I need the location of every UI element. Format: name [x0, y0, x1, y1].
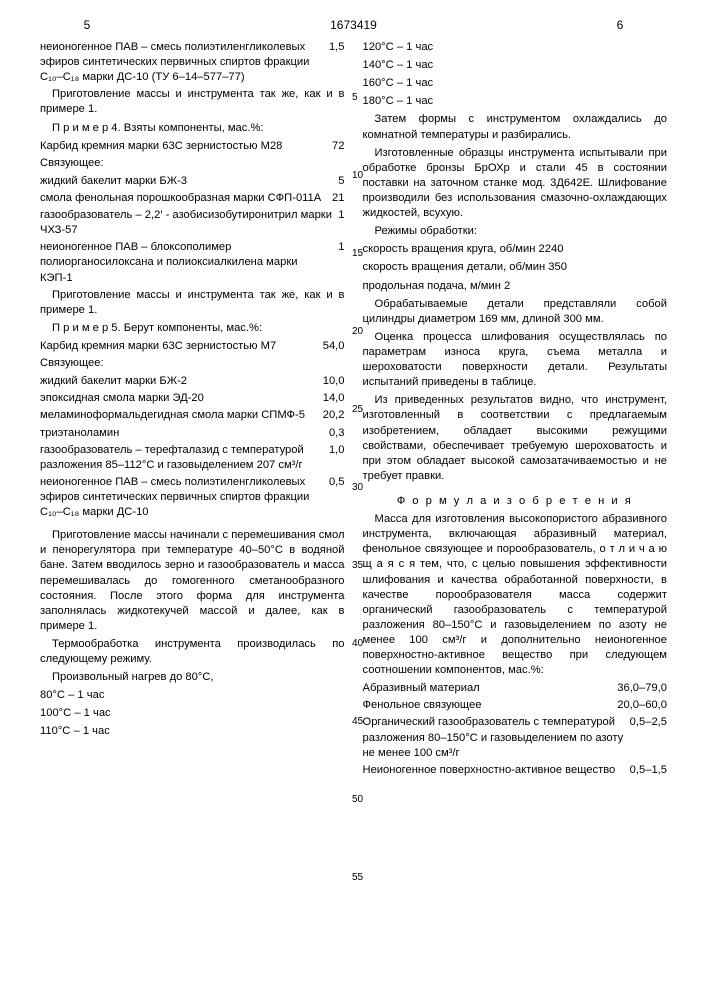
paragraph: Режимы обработки:	[363, 224, 668, 239]
component-label: неионогенное ПАВ – блоксополимер полиорг…	[40, 240, 338, 285]
component-row: Карбид кремния марки 63С зернистостью М7…	[40, 339, 345, 354]
claim-value: 0,5–2,5	[630, 715, 667, 760]
page-number-right: 6	[573, 18, 667, 32]
claim-value: 0,5–1,5	[630, 763, 667, 778]
mode-line: скорость вращения круга, об/мин 2240	[363, 242, 668, 257]
component-row: газообразователь – терефталазид с темпер…	[40, 443, 345, 473]
component-label: меламиноформальдегидная смола марки СПМФ…	[40, 408, 323, 423]
claim-label: Фенольное связующее	[363, 698, 618, 713]
paragraph: Произвольный нагрев до 80°С,	[40, 670, 345, 685]
paragraph: Приготовление массы начинали с перемешив…	[40, 528, 345, 634]
component-row: меламиноформальдегидная смола марки СПМФ…	[40, 408, 345, 423]
component-label: Связующее:	[40, 356, 345, 371]
paragraph: Затем формы с инструментом охлаждались д…	[363, 112, 668, 142]
component-value: 20,2	[323, 408, 345, 423]
page: 5 1673419 6 неионогенное ПАВ – смесь пол…	[0, 0, 707, 1000]
component-value: 14,0	[323, 391, 345, 406]
claim-row: Неионогенное поверхностно-активное вещес…	[363, 763, 668, 778]
component-label: Связующее:	[40, 156, 345, 171]
page-number-left: 5	[40, 18, 134, 32]
component-value: 54,0	[323, 339, 345, 354]
component-label: Карбид кремния марки 63С зернистостью М2…	[40, 139, 332, 154]
component-label: неионогенное ПАВ – смесь полиэтиленглико…	[40, 475, 329, 520]
component-row: неионогенное ПАВ – смесь полиэтиленглико…	[40, 40, 345, 85]
component-row: неионогенное ПАВ – блоксополимер полиорг…	[40, 240, 345, 285]
component-label: Карбид кремния марки 63С зернистостью М7	[40, 339, 323, 354]
claim-value: 36,0–79,0	[617, 681, 667, 696]
paragraph: Приготовление массы и инструмента так же…	[40, 87, 345, 117]
claim-row: Органический газообразователь с температ…	[363, 715, 668, 760]
mode-line: скорость вращения детали, об/мин 350	[363, 260, 668, 275]
component-value: 0,5	[329, 475, 345, 520]
line-marker: 40	[352, 638, 363, 649]
formula-title: Ф о р м у л а и з о б р е т е н и я	[363, 494, 668, 509]
component-row: смола фенольная порошкообразная марки СФ…	[40, 191, 345, 206]
right-column: 120°С – 1 час 140°С – 1 час 160°С – 1 ча…	[363, 40, 668, 780]
component-label: триэтаноламин	[40, 426, 329, 441]
temp-step: 80°С – 1 час	[40, 688, 345, 703]
component-label: неионогенное ПАВ – смесь полиэтиленглико…	[40, 40, 329, 85]
component-label: жидкий бакелит марки БЖ-2	[40, 374, 323, 389]
claim-row: Абразивный материал 36,0–79,0	[363, 681, 668, 696]
temp-step: 180°С – 1 час	[363, 94, 668, 109]
temp-step: 120°С – 1 час	[363, 40, 668, 55]
component-value: 21	[332, 191, 344, 206]
paragraph: Приготовление массы и инструмента так же…	[40, 288, 345, 318]
component-row: триэтаноламин 0,3	[40, 426, 345, 441]
line-marker: 15	[352, 248, 363, 259]
component-value: 0,3	[329, 426, 345, 441]
component-row: жидкий бакелит марки БЖ-2 10,0	[40, 374, 345, 389]
component-value: 5	[338, 174, 344, 189]
component-label: газообразователь – 2,2' - азобисизобутир…	[40, 208, 338, 238]
component-row: жидкий бакелит марки БЖ-3 5	[40, 174, 345, 189]
line-marker: 30	[352, 482, 363, 493]
line-marker: 25	[352, 404, 363, 415]
line-marker: 55	[352, 872, 363, 883]
component-value: 1	[338, 240, 344, 285]
line-marker: 35	[352, 560, 363, 571]
component-value: 10,0	[323, 374, 345, 389]
component-value: 1,5	[329, 40, 345, 85]
component-row: Карбид кремния марки 63С зернистостью М2…	[40, 139, 345, 154]
temp-step: 110°С – 1 час	[40, 724, 345, 739]
component-row: газообразователь – 2,2' - азобисизобутир…	[40, 208, 345, 238]
claim-row: Фенольное связующее 20,0–60,0	[363, 698, 668, 713]
component-label: жидкий бакелит марки БЖ-3	[40, 174, 338, 189]
paragraph: Обрабатываемые детали представляли собой…	[363, 297, 668, 327]
example-heading: П р и м е р 4. Взяты компоненты, мас.%:	[40, 121, 345, 136]
document-number: 1673419	[134, 18, 573, 32]
line-marker: 10	[352, 170, 363, 181]
component-label: эпоксидная смола марки ЭД-20	[40, 391, 323, 406]
mode-line: продольная подача, м/мин 2	[363, 279, 668, 294]
temp-step: 160°С – 1 час	[363, 76, 668, 91]
paragraph: Из приведенных результатов видно, что ин…	[363, 393, 668, 484]
component-value: 1	[338, 208, 344, 238]
claim-label: Абразивный материал	[363, 681, 618, 696]
paragraph: Оценка процесса шлифования осуществлялас…	[363, 330, 668, 390]
component-value: 72	[332, 139, 344, 154]
temp-step: 140°С – 1 час	[363, 58, 668, 73]
line-marker: 45	[352, 716, 363, 727]
component-label: смола фенольная порошкообразная марки СФ…	[40, 191, 332, 206]
claim-label: Неионогенное поверхностно-активное вещес…	[363, 763, 630, 778]
temp-step: 100°С – 1 час	[40, 706, 345, 721]
left-column: неионогенное ПАВ – смесь полиэтиленглико…	[40, 40, 345, 780]
line-marker: 5	[352, 92, 358, 103]
component-value: 1,0	[329, 443, 345, 473]
component-label: газообразователь – терефталазид с темпер…	[40, 443, 329, 473]
paragraph: Термообработка инструмента производилась…	[40, 637, 345, 667]
component-row: эпоксидная смола марки ЭД-20 14,0	[40, 391, 345, 406]
example-heading: П р и м е р 5. Берут компоненты, мас.%:	[40, 321, 345, 336]
claim-paragraph: Масса для изготовления высокопористого а…	[363, 512, 668, 678]
paragraph: Изготовленные образцы инструмента испыты…	[363, 146, 668, 222]
page-header: 5 1673419 6	[40, 18, 667, 32]
claim-label: Органический газообразователь с температ…	[363, 715, 630, 760]
line-marker: 20	[352, 326, 363, 337]
line-marker: 50	[352, 794, 363, 805]
claim-value: 20,0–60,0	[617, 698, 667, 713]
component-row: неионогенное ПАВ – смесь полиэтиленглико…	[40, 475, 345, 520]
